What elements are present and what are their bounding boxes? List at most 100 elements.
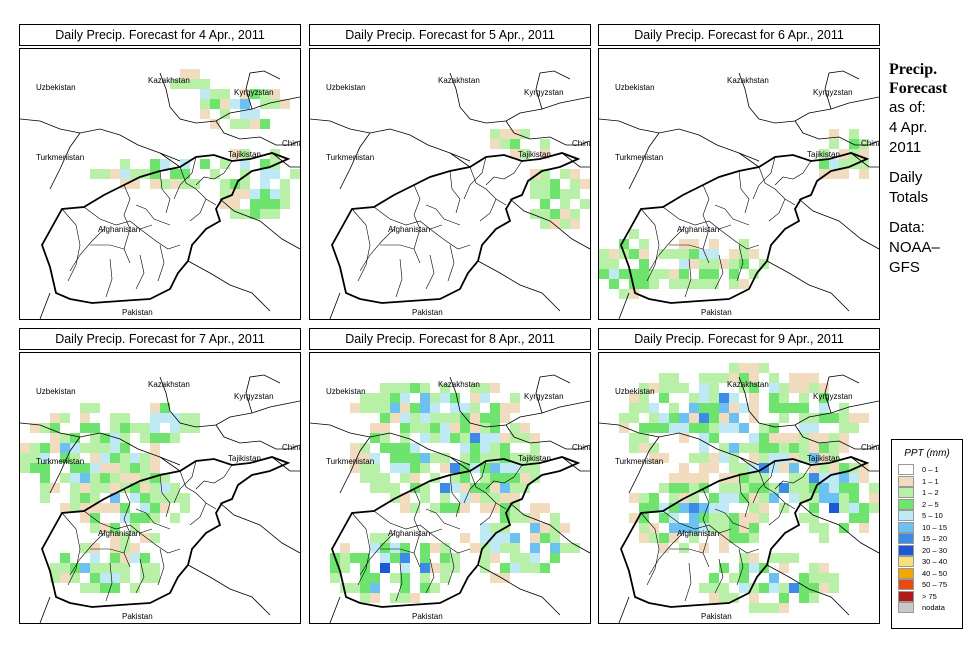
precip-cell	[510, 393, 520, 403]
precip-cell	[400, 503, 410, 513]
precip-cell	[20, 443, 30, 453]
precip-cell	[70, 463, 80, 473]
precip-cell	[440, 453, 450, 463]
country-border	[159, 456, 181, 472]
legend-label: 15 – 20	[922, 534, 948, 543]
precip-cell	[470, 483, 480, 493]
precip-cell	[799, 453, 809, 463]
precip-map[interactable]: Kazakhstan Uzbekistan Kyrgyzstan China Turkm…	[19, 352, 301, 624]
country-border	[535, 374, 571, 414]
precip-cell	[40, 443, 50, 453]
precip-cell	[759, 473, 769, 483]
precip-cell	[689, 423, 699, 433]
precip-cell	[400, 383, 410, 393]
precip-cell	[819, 159, 829, 169]
precip-cell	[130, 169, 140, 179]
precip-cell	[120, 453, 130, 463]
precip-cell	[599, 269, 609, 279]
precip-cell	[130, 523, 140, 533]
precip-map[interactable]: Kazakhstan Uzbekistan Kyrgyzstan China Turkm…	[309, 352, 591, 624]
precip-cell	[809, 423, 819, 433]
country-label: Pakistan	[412, 308, 443, 317]
panel-title: Daily Precip. Forecast for 7 Apr., 2011	[19, 328, 301, 350]
precip-cell	[839, 503, 849, 513]
precip-cell	[120, 533, 130, 543]
precip-cell	[500, 563, 510, 573]
province-border	[195, 464, 233, 490]
precip-cell	[130, 583, 140, 593]
precip-cell	[80, 463, 90, 473]
precip-cell	[410, 503, 420, 513]
precip-cell	[140, 483, 150, 493]
precip-cell	[180, 69, 190, 79]
precip-cell	[400, 423, 410, 433]
precip-cell	[100, 503, 110, 513]
precip-cell	[350, 463, 360, 473]
precip-cell	[749, 413, 759, 423]
province-border	[61, 512, 81, 586]
province-border	[774, 464, 812, 490]
precip-cell	[360, 473, 370, 483]
precip-map[interactable]: Kazakhstan Uzbekistan Kyrgyzstan China Turkm…	[598, 352, 880, 624]
precip-cell	[749, 403, 759, 413]
precip-cell	[150, 473, 160, 483]
precip-cell	[530, 209, 540, 219]
precip-cell	[500, 463, 510, 473]
precip-cell	[340, 583, 350, 593]
precip-cell	[609, 259, 619, 269]
precip-cell	[809, 573, 819, 583]
precip-cell	[510, 563, 520, 573]
precip-cell	[470, 493, 480, 503]
precip-cell	[470, 403, 480, 413]
precip-cell	[829, 473, 839, 483]
precip-cell	[190, 413, 200, 423]
precip-cell	[719, 443, 729, 453]
precip-cell	[450, 423, 460, 433]
province-border	[139, 228, 181, 250]
precip-cell	[629, 443, 639, 453]
legend-swatch	[898, 464, 914, 475]
precip-cell	[779, 553, 789, 563]
precip-cell	[779, 563, 789, 573]
precip-cell	[170, 423, 180, 433]
legend-item: > 75	[892, 590, 962, 603]
precip-cell	[490, 463, 500, 473]
precip-cell	[370, 423, 380, 433]
country-label: China	[861, 443, 879, 452]
precip-cell	[749, 363, 759, 373]
precip-cell	[110, 463, 120, 473]
country-label: Afghanistan	[677, 529, 719, 538]
country-label: Kyrgyzstan	[813, 392, 853, 401]
precip-cell	[40, 453, 50, 463]
precip-cell	[90, 403, 100, 413]
precip-cell	[120, 503, 130, 513]
precip-cell	[140, 473, 150, 483]
precip-cell	[450, 563, 460, 573]
precip-map[interactable]: Kazakhstan Uzbekistan Kyrgyzstan China Turkm…	[309, 48, 591, 320]
province-border	[69, 532, 105, 576]
precip-cell	[739, 259, 749, 269]
precip-cell	[789, 583, 799, 593]
precip-cell	[729, 279, 739, 289]
precip-cell	[150, 463, 160, 473]
precip-cell	[110, 573, 120, 583]
precip-cell	[729, 373, 739, 383]
precip-cell	[150, 433, 160, 443]
precip-cell	[340, 553, 350, 563]
precip-cell	[839, 493, 849, 503]
precip-cell	[420, 453, 430, 463]
precip-cell	[420, 463, 430, 473]
precip-cell	[430, 543, 440, 553]
precip-map[interactable]: Kazakhstan Uzbekistan Kyrgyzstan China Turkm…	[19, 48, 301, 320]
precip-cell	[430, 453, 440, 463]
precip-cell	[759, 363, 769, 373]
precip-cell	[550, 543, 560, 553]
province-border	[469, 166, 507, 206]
precip-cell	[809, 593, 819, 603]
precip-cell	[350, 443, 360, 453]
country-border	[310, 422, 471, 466]
precip-map[interactable]: Kazakhstan Uzbekistan Kyrgyzstan China Turkm…	[598, 48, 880, 320]
precip-cell	[729, 483, 739, 493]
precip-cell	[180, 169, 190, 179]
precip-cell	[480, 563, 490, 573]
